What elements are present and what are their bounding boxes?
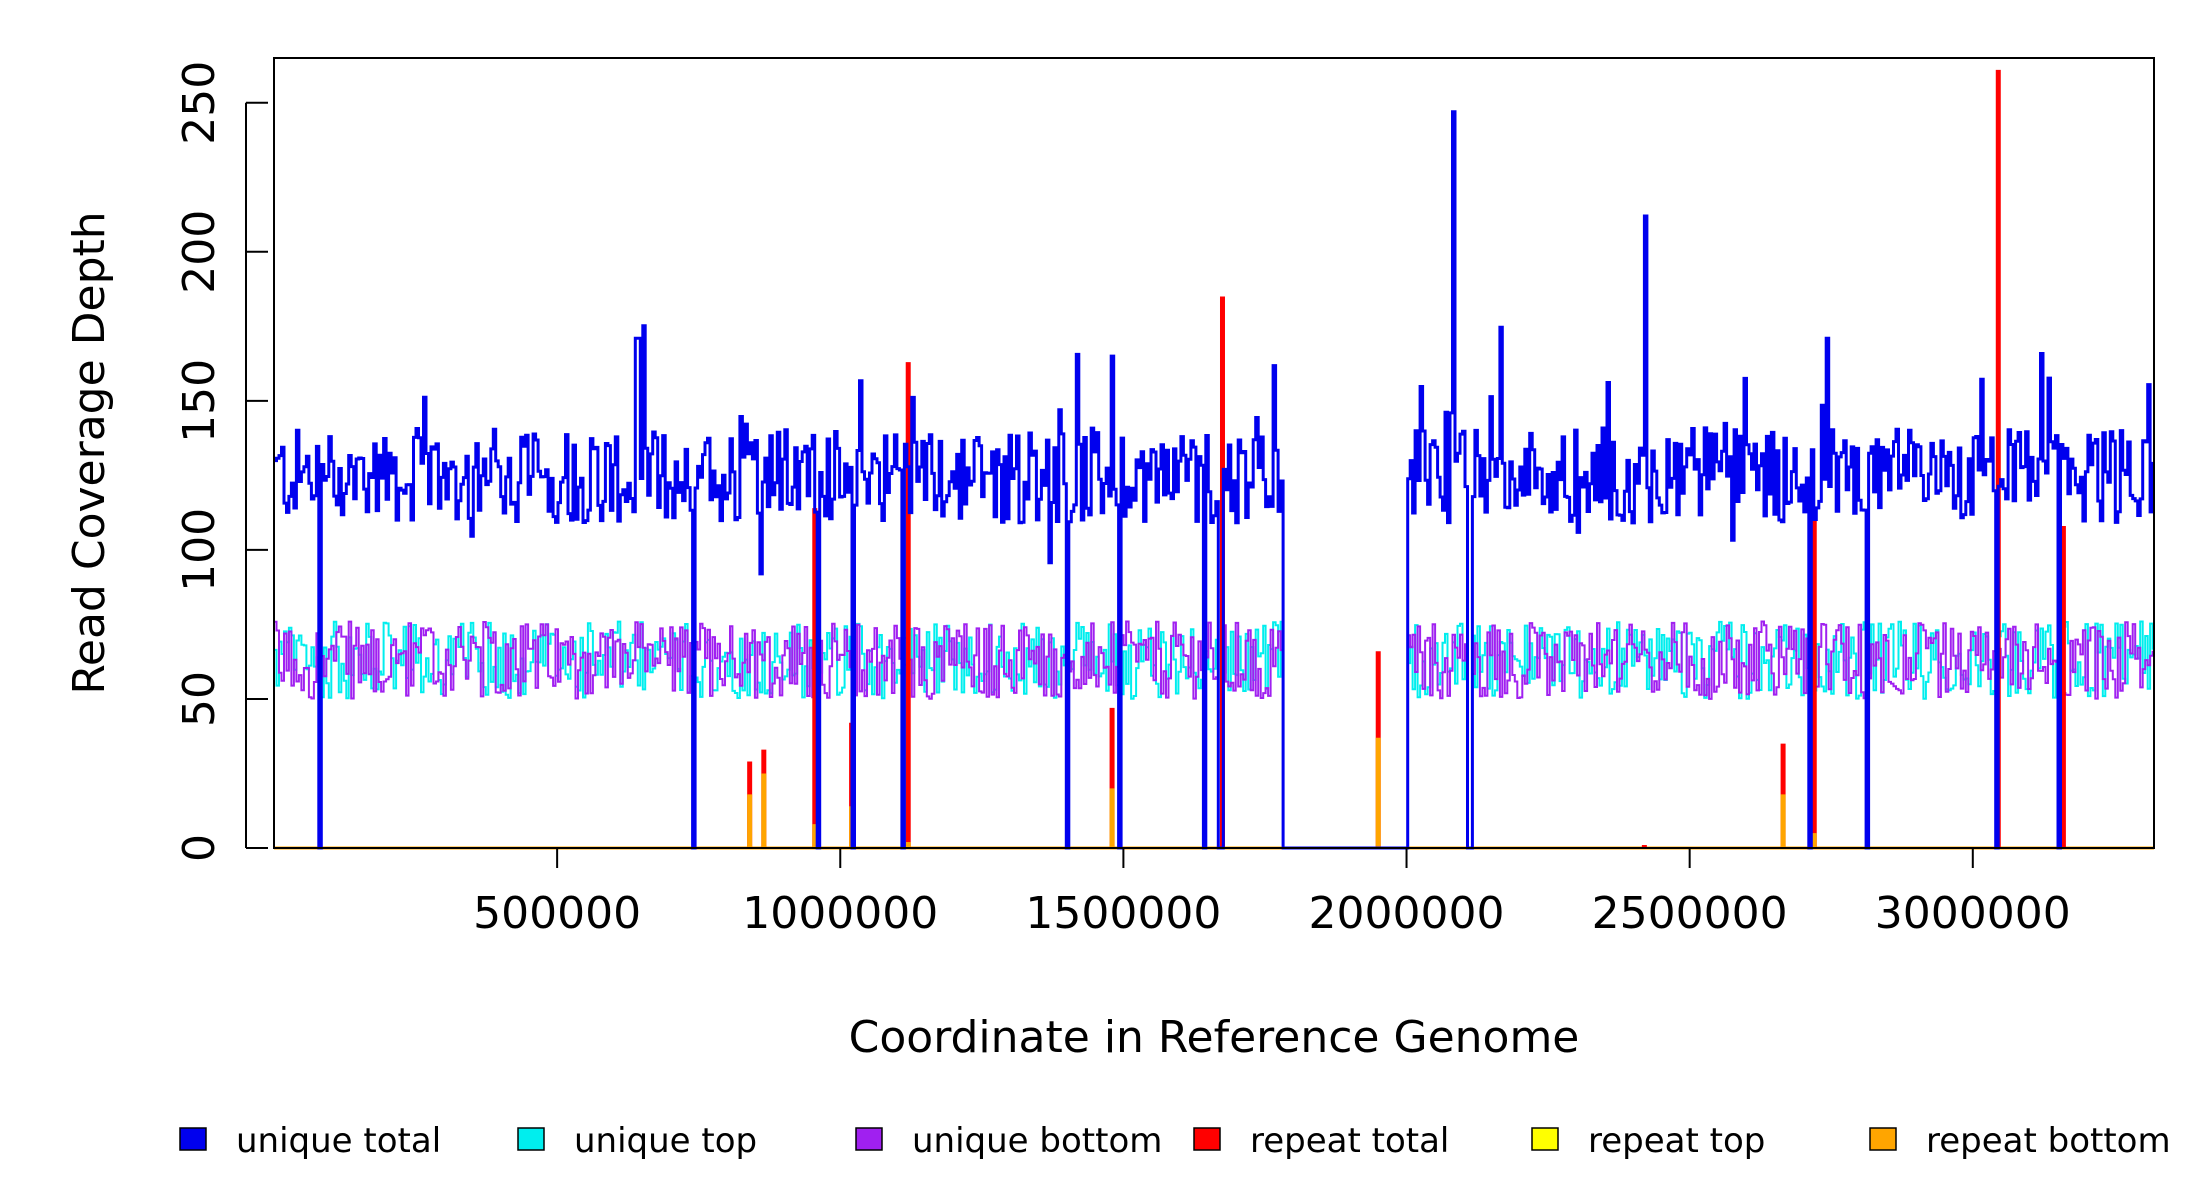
y-axis-title: Read Coverage Depth — [64, 211, 115, 694]
legend-swatch-repeat-bottom — [1869, 1127, 1897, 1151]
y-tick-label: 0 — [174, 834, 225, 862]
series-repeat — [274, 69, 2154, 850]
y-tick-label: 150 — [174, 359, 225, 443]
legend-label-unique-bottom: unique bottom — [912, 1121, 1162, 1161]
legend-swatch-repeat-top — [1531, 1127, 1559, 1151]
x-tick-label: 2500000 — [1592, 888, 1788, 939]
y-tick-label: 50 — [174, 671, 225, 727]
legend: unique total unique top unique bottom repea… — [179, 1121, 2171, 1161]
x-axis: 500000 1000000 1500000 2000000 2500000 300000… — [473, 847, 2071, 939]
y-axis: 0 50 100 150 200 250 — [174, 61, 268, 862]
legend-swatch-repeat-total — [1193, 1127, 1221, 1151]
x-tick-label: 500000 — [473, 888, 641, 939]
series-unique-total — [274, 110, 2155, 850]
plot-area — [274, 69, 2155, 850]
legend-swatch-unique-top — [517, 1127, 545, 1151]
x-tick-label: 3000000 — [1875, 888, 2071, 939]
legend-label-repeat-total: repeat total — [1250, 1121, 1449, 1161]
unique-bottom-line — [274, 620, 2154, 849]
legend-label-repeat-bottom: repeat bottom — [1926, 1121, 2171, 1161]
series-unique-bottom — [274, 620, 2154, 849]
legend-label-repeat-top: repeat top — [1588, 1121, 1765, 1161]
x-tick-label: 1000000 — [742, 888, 938, 939]
x-tick-label: 2000000 — [1309, 888, 1505, 939]
x-axis-title: Coordinate in Reference Genome — [849, 1012, 1580, 1063]
legend-label-unique-total: unique total — [236, 1121, 441, 1161]
y-tick-label: 200 — [174, 210, 225, 294]
legend-swatch-unique-total — [179, 1127, 207, 1151]
legend-swatch-unique-bottom — [855, 1127, 883, 1151]
legend-label-unique-top: unique top — [574, 1121, 757, 1161]
y-tick-label: 100 — [174, 508, 225, 592]
y-tick-label: 250 — [174, 61, 225, 145]
x-tick-label: 1500000 — [1025, 888, 1221, 939]
unique-total-line — [274, 110, 2155, 850]
